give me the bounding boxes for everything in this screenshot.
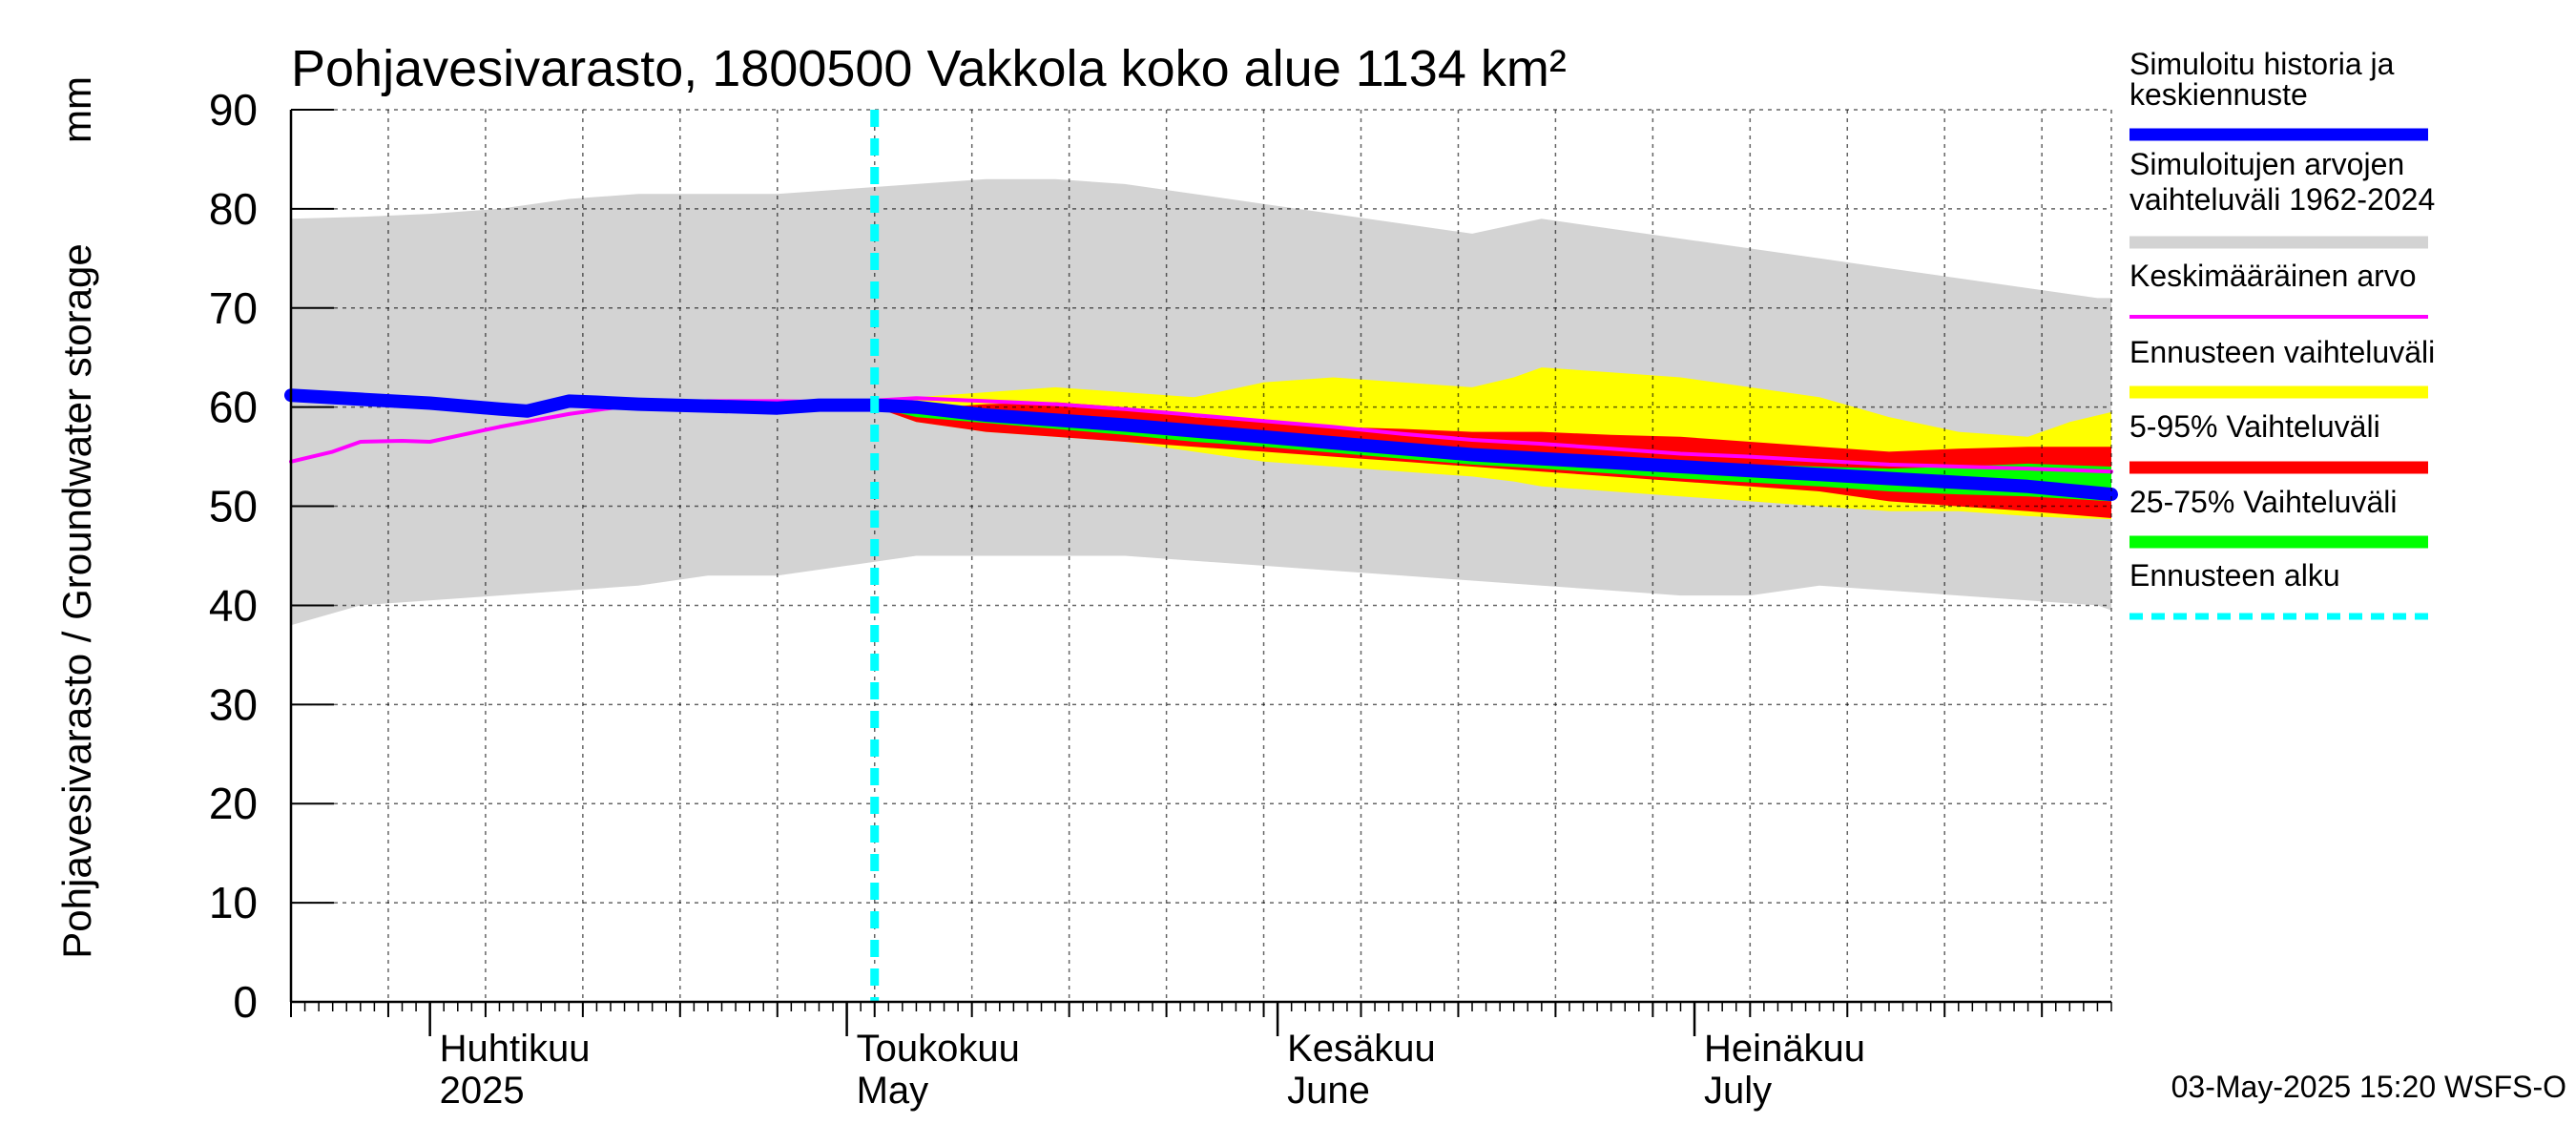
month-label-en: 2025 <box>440 1070 525 1112</box>
legend-item-mean: Keskimääräinen arvo <box>2129 259 2428 319</box>
month-label-en: May <box>857 1070 929 1112</box>
y-tick-label: 60 <box>209 383 258 432</box>
y-tick-label: 10 <box>209 878 258 927</box>
unit-label: mm <box>54 76 99 143</box>
plot-lines <box>284 110 2118 1002</box>
y-tick-label: 0 <box>233 977 258 1027</box>
legend-item-p5_95: 5-95% Vaihteluväli <box>2129 409 2428 474</box>
legend-label: keskiennuste <box>2129 77 2308 112</box>
y-tick-label: 40 <box>209 580 258 630</box>
legend-label: 25-75% Vaihteluväli <box>2129 485 2397 519</box>
y-tick-label: 80 <box>209 184 258 234</box>
legend-label: Simuloitu historia ja <box>2129 47 2395 81</box>
legend-item-forecast_start: Ennusteen alku <box>2129 558 2428 620</box>
month-label-fi: Heinäkuu <box>1704 1028 1865 1070</box>
y-tick-label: 30 <box>209 679 258 729</box>
legend-label: Keskimääräinen arvo <box>2129 259 2417 293</box>
legend-item-p25_75: 25-75% Vaihteluväli <box>2129 485 2428 549</box>
legend-label: vaihteluväli 1962-2024 <box>2129 182 2435 217</box>
mean-line <box>289 396 2113 474</box>
axes <box>289 109 2112 1036</box>
legend-label: 5-95% Vaihteluväli <box>2129 409 2380 444</box>
chart-title: Pohjavesivarasto, 1800500 Vakkola koko a… <box>291 40 1567 97</box>
month-label-fi: Toukokuu <box>857 1028 1020 1070</box>
month-label-en: July <box>1704 1070 1772 1112</box>
grid-lines <box>290 109 2111 1002</box>
month-label-en: June <box>1287 1070 1370 1112</box>
legend-label: Ennusteen alku <box>2129 558 2340 593</box>
legend-label: Simuloitujen arvojen <box>2129 147 2404 181</box>
y-tick-label: 20 <box>209 779 258 828</box>
y-axis-label: Pohjavesivarasto / Groundwater storage <box>54 243 99 958</box>
month-label-fi: Kesäkuu <box>1287 1028 1436 1070</box>
legend: Simuloitu historia jakeskiennusteSimuloi… <box>2129 47 2435 620</box>
y-tick-label: 90 <box>209 85 258 135</box>
y-tick-labels: 0 10 20 30 40 50 60 70 80 90 <box>209 85 258 1027</box>
legend-label: Ennusteen vaihteluväli <box>2129 335 2435 369</box>
legend-item-forecast_range: Ennusteen vaihteluväli <box>2129 335 2435 399</box>
y-tick-label: 50 <box>209 482 258 531</box>
y-tick-label: 70 <box>209 283 258 333</box>
history-forecast-line <box>284 388 2118 502</box>
month-label-fi: Huhtikuu <box>440 1028 591 1070</box>
timestamp: 03-May-2025 15:20 WSFS-O <box>2171 1070 2566 1104</box>
